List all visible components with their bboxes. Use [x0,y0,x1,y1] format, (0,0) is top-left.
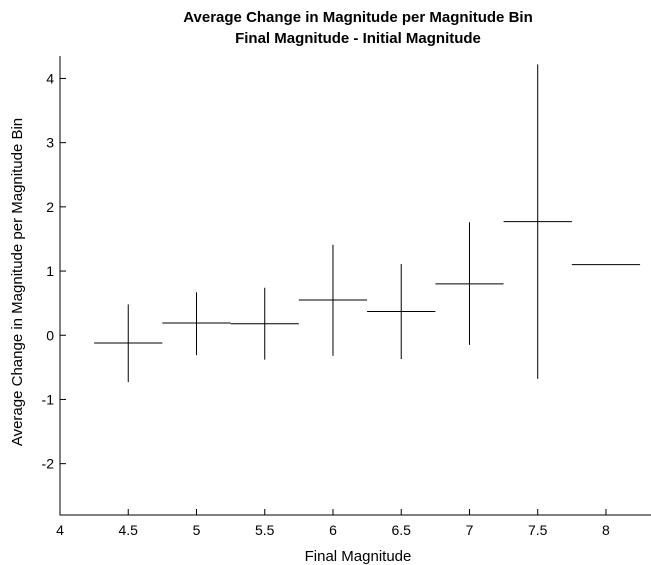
x-tick-label: 6 [329,522,337,538]
y-tick-label: 1 [46,263,54,279]
y-tick-label: -2 [42,456,55,472]
plot-area: 4 4.5 5 5.5 6 6.5 7 7.5 8 -2 -1 0 1 2 3 4 [42,56,651,538]
y-tick-label: -1 [42,391,55,407]
y-axis-label: Average Change in Magnitude per Magnitud… [9,118,26,446]
x-tick-label: 8 [602,522,610,538]
x-tick-label: 4.5 [119,522,139,538]
chart-subtitle: Final Magnitude - Initial Magnitude [235,30,481,47]
x-tick-label: 4 [56,522,64,538]
y-tick-label: 2 [46,199,54,215]
chart-title: Average Change in Magnitude per Magnitud… [183,9,532,26]
x-tick-label: 5 [193,522,201,538]
x-tick-label: 6.5 [391,522,411,538]
x-tick-label: 5.5 [255,522,275,538]
x-tick-label: 7.5 [528,522,548,538]
y-tick-label: 0 [46,327,54,343]
y-tick-label: 4 [46,70,54,86]
x-axis-label: Final Magnitude [305,548,412,565]
x-tick-label: 7 [466,522,474,538]
y-tick-label: 3 [46,135,54,151]
